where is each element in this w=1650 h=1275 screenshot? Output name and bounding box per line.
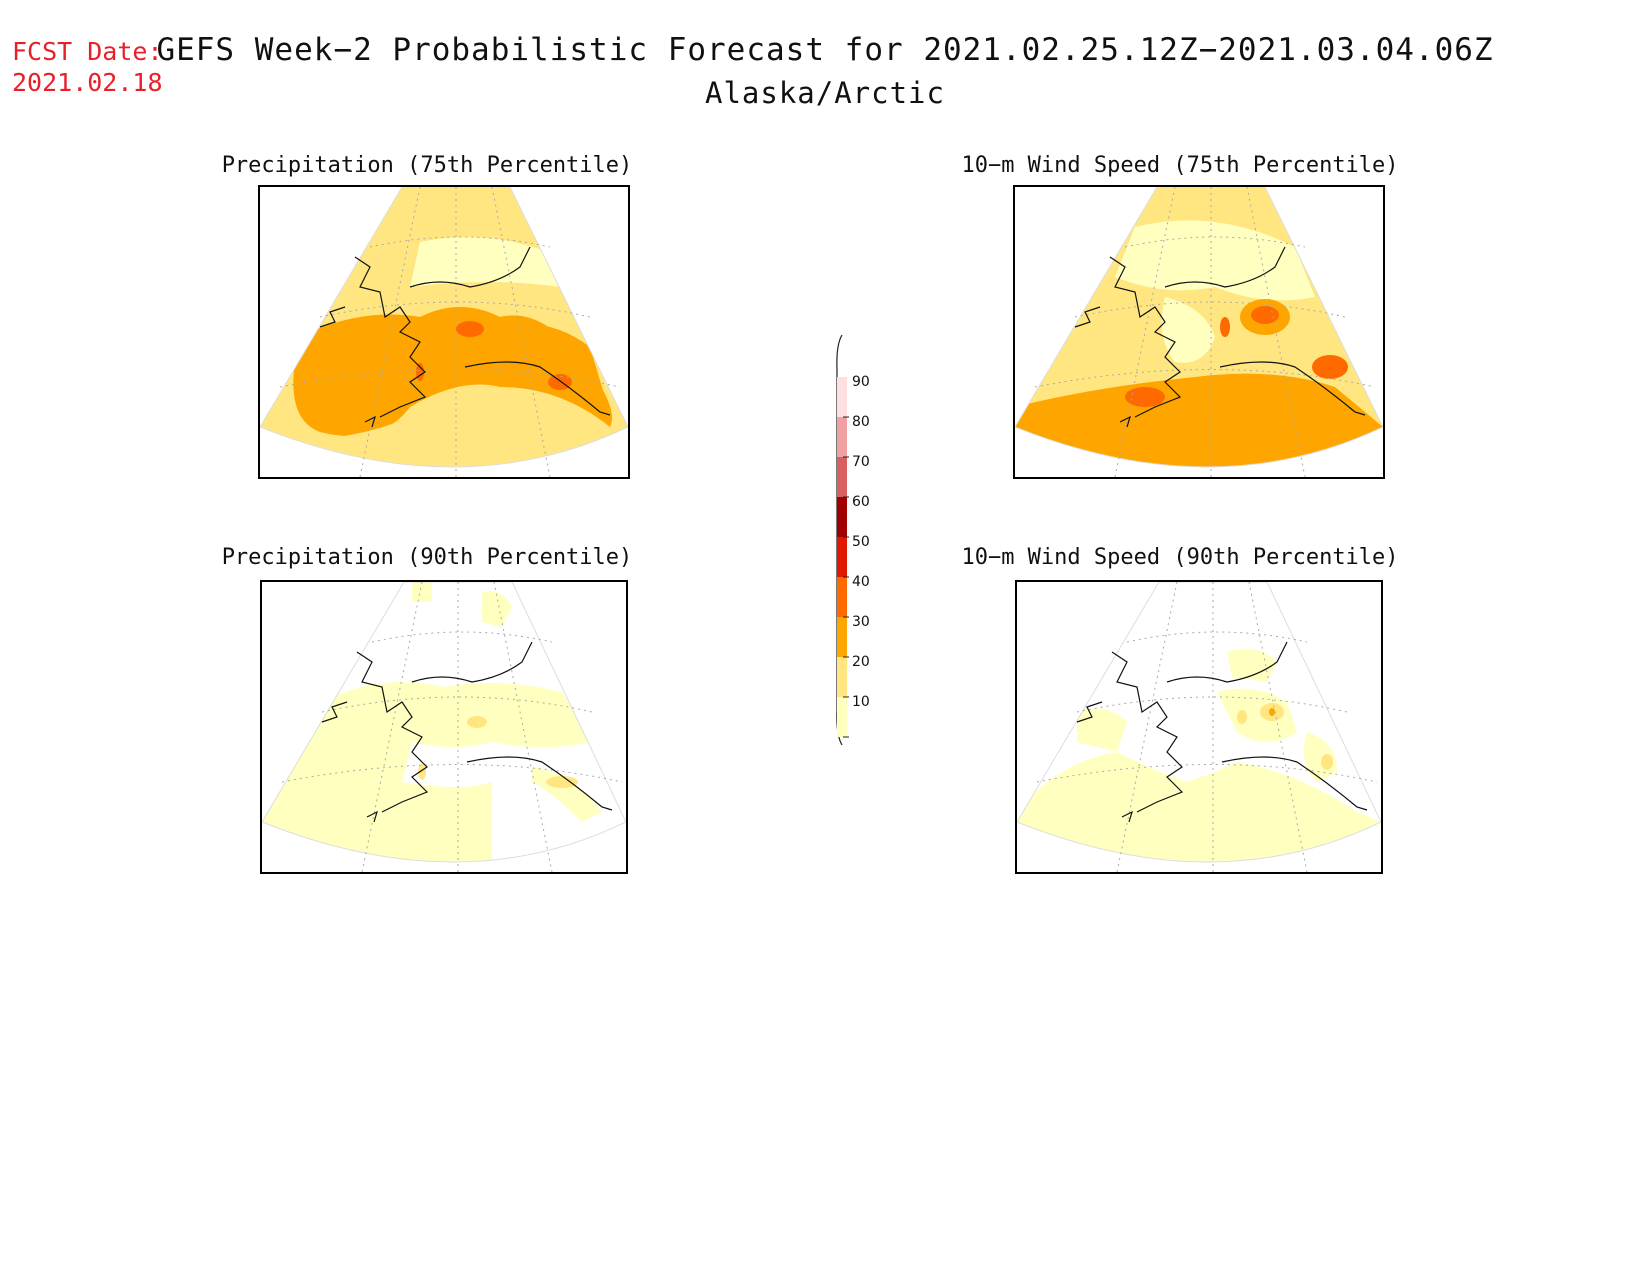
map-panel-wind-75: [1013, 185, 1385, 479]
colorbar-label-20: 20: [852, 654, 870, 670]
colorbar-swatch-70: [837, 457, 847, 497]
colorbar-graphic: 10 20 30 40 50 60 70 80 90: [836, 334, 870, 746]
panel-title-wind-75: 10−m Wind Speed (75th Percentile): [961, 153, 1399, 178]
colorbar-label-10: 10: [852, 694, 870, 710]
colorbar: 10 20 30 40 50 60 70 80 90: [812, 334, 872, 749]
colorbar-swatch-30: [837, 617, 847, 657]
colorbar-swatch-20: [837, 657, 847, 697]
colorbar-swatch-10: [837, 697, 847, 737]
colorbar-label-30: 30: [852, 614, 870, 630]
colorbar-swatch-80: [837, 417, 847, 457]
colorbar-label-50: 50: [852, 534, 870, 550]
fcst-date-block: FCST Date: 2021.02.18: [12, 36, 163, 98]
fcst-date-value: 2021.02.18: [12, 68, 163, 97]
colorbar-label-90: 90: [852, 374, 870, 390]
panel-title-precip-75: Precipitation (75th Percentile): [221, 153, 633, 178]
colorbar-swatch-40: [837, 577, 847, 617]
colorbar-label-60: 60: [852, 494, 870, 510]
page-title: GEFS Week−2 Probabilistic Forecast for 2…: [156, 32, 1494, 68]
map-panel-precip-75: [258, 185, 630, 479]
colorbar-label-70: 70: [852, 454, 870, 470]
colorbar-swatch-50: [837, 537, 847, 577]
colorbar-swatch-60: [837, 497, 847, 537]
panel-title-wind-90: 10−m Wind Speed (90th Percentile): [961, 545, 1399, 570]
map-panel-wind-90: [1015, 580, 1383, 874]
fcst-date-label: FCST Date:: [12, 37, 163, 66]
colorbar-label-80: 80: [852, 414, 870, 430]
map-panel-precip-90: [260, 580, 628, 874]
colorbar-label-40: 40: [852, 574, 870, 590]
region-subtitle: Alaska/Arctic: [705, 76, 945, 110]
panel-title-precip-90: Precipitation (90th Percentile): [221, 545, 633, 570]
colorbar-swatch-90: [837, 377, 847, 417]
